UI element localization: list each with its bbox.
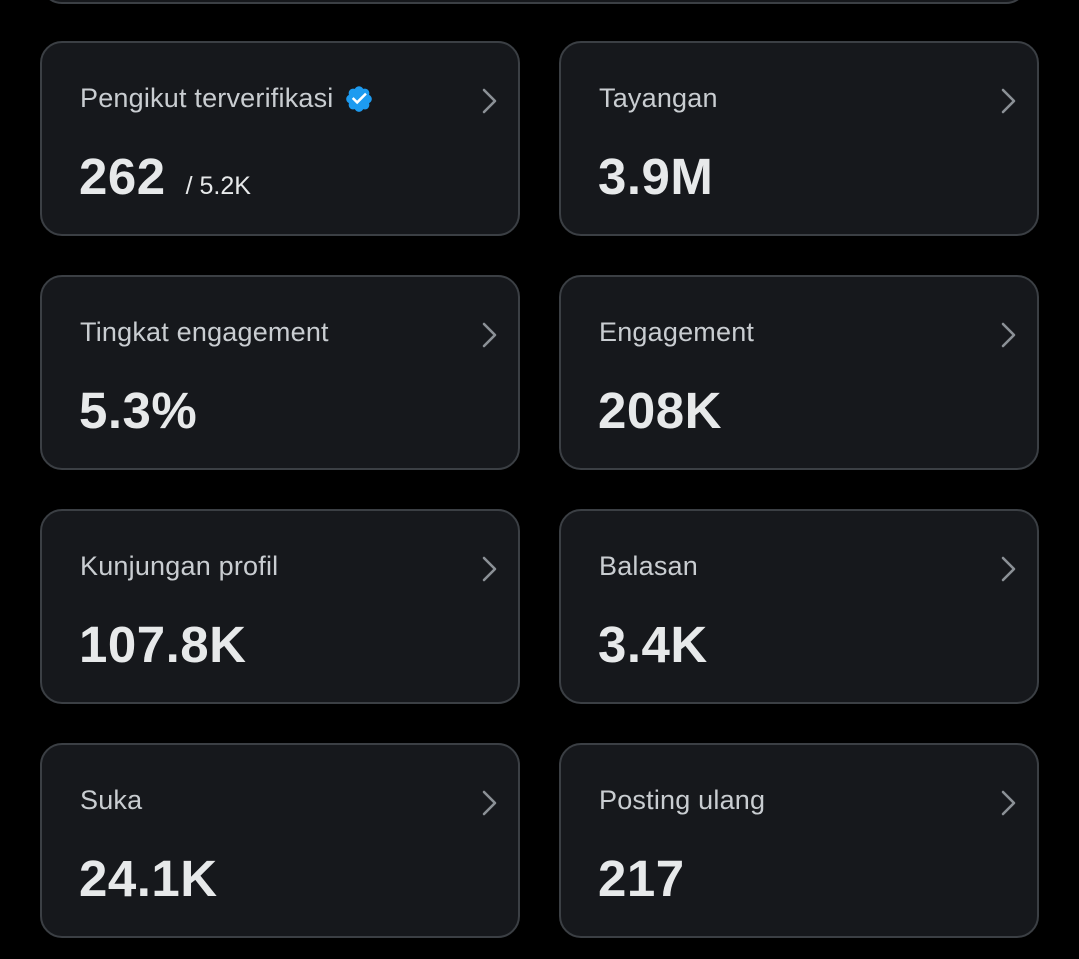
stat-label: Tayangan [599, 83, 718, 113]
stat-label-wrap: Suka [80, 785, 142, 816]
stat-label-wrap: Kunjungan profil [80, 551, 278, 582]
stat-label: Posting ulang [599, 785, 766, 815]
stat-value-wrap: 217 [598, 849, 685, 909]
stat-card-verified-followers[interactable]: Pengikut terverifikasi 262 / 5.2K [40, 41, 520, 236]
stat-value: 107.8K [79, 616, 247, 673]
stat-label-wrap: Tayangan [599, 83, 718, 114]
stat-label: Balasan [599, 551, 698, 581]
stat-value: 5.3% [79, 382, 198, 439]
stat-card-reposts[interactable]: Posting ulang 217 [559, 743, 1039, 938]
previous-card-edge [40, 0, 1028, 4]
chevron-right-icon [482, 556, 497, 582]
chevron-right-icon [1001, 790, 1016, 816]
stat-value: 3.4K [598, 616, 708, 673]
stat-value: 24.1K [79, 850, 218, 907]
chevron-right-icon [482, 88, 497, 114]
stat-label: Tingkat engagement [80, 317, 329, 347]
stat-value-wrap: 262 / 5.2K [79, 147, 251, 207]
stat-card-impressions[interactable]: Tayangan 3.9M [559, 41, 1039, 236]
stat-value: 208K [598, 382, 722, 439]
stat-value-wrap: 208K [598, 381, 722, 441]
stat-value: 3.9M [598, 148, 714, 205]
stat-value: 262 [79, 148, 166, 205]
stat-label-wrap: Tingkat engagement [80, 317, 329, 348]
stat-label-wrap: Engagement [599, 317, 754, 348]
stat-value-wrap: 3.4K [598, 615, 708, 675]
chevron-right-icon [1001, 322, 1016, 348]
stat-label: Engagement [599, 317, 755, 347]
stat-label: Pengikut terverifikasi [80, 83, 334, 113]
stat-card-likes[interactable]: Suka 24.1K [40, 743, 520, 938]
stat-label-wrap: Posting ulang [599, 785, 765, 816]
stat-value: 217 [598, 850, 685, 907]
stat-label: Suka [80, 785, 143, 815]
stat-card-engagements[interactable]: Engagement 208K [559, 275, 1039, 470]
stat-card-profile-visits[interactable]: Kunjungan profil 107.8K [40, 509, 520, 704]
stat-value-wrap: 24.1K [79, 849, 218, 909]
chevron-right-icon [1001, 88, 1016, 114]
verified-badge-icon [345, 85, 372, 112]
stat-card-engagement-rate[interactable]: Tingkat engagement 5.3% [40, 275, 520, 470]
analytics-grid: Pengikut terverifikasi 262 / 5.2K Tayang… [40, 41, 1039, 938]
stat-value-wrap: 5.3% [79, 381, 197, 441]
chevron-right-icon [482, 322, 497, 348]
chevron-right-icon [1001, 556, 1016, 582]
stat-secondary-value: / 5.2K [185, 172, 251, 200]
stat-label-wrap: Balasan [599, 551, 698, 582]
stat-value-wrap: 3.9M [598, 147, 713, 207]
stat-value-wrap: 107.8K [79, 615, 246, 675]
stat-label: Kunjungan profil [80, 551, 279, 581]
stat-label-wrap: Pengikut terverifikasi [80, 83, 374, 114]
chevron-right-icon [482, 790, 497, 816]
stat-card-replies[interactable]: Balasan 3.4K [559, 509, 1039, 704]
